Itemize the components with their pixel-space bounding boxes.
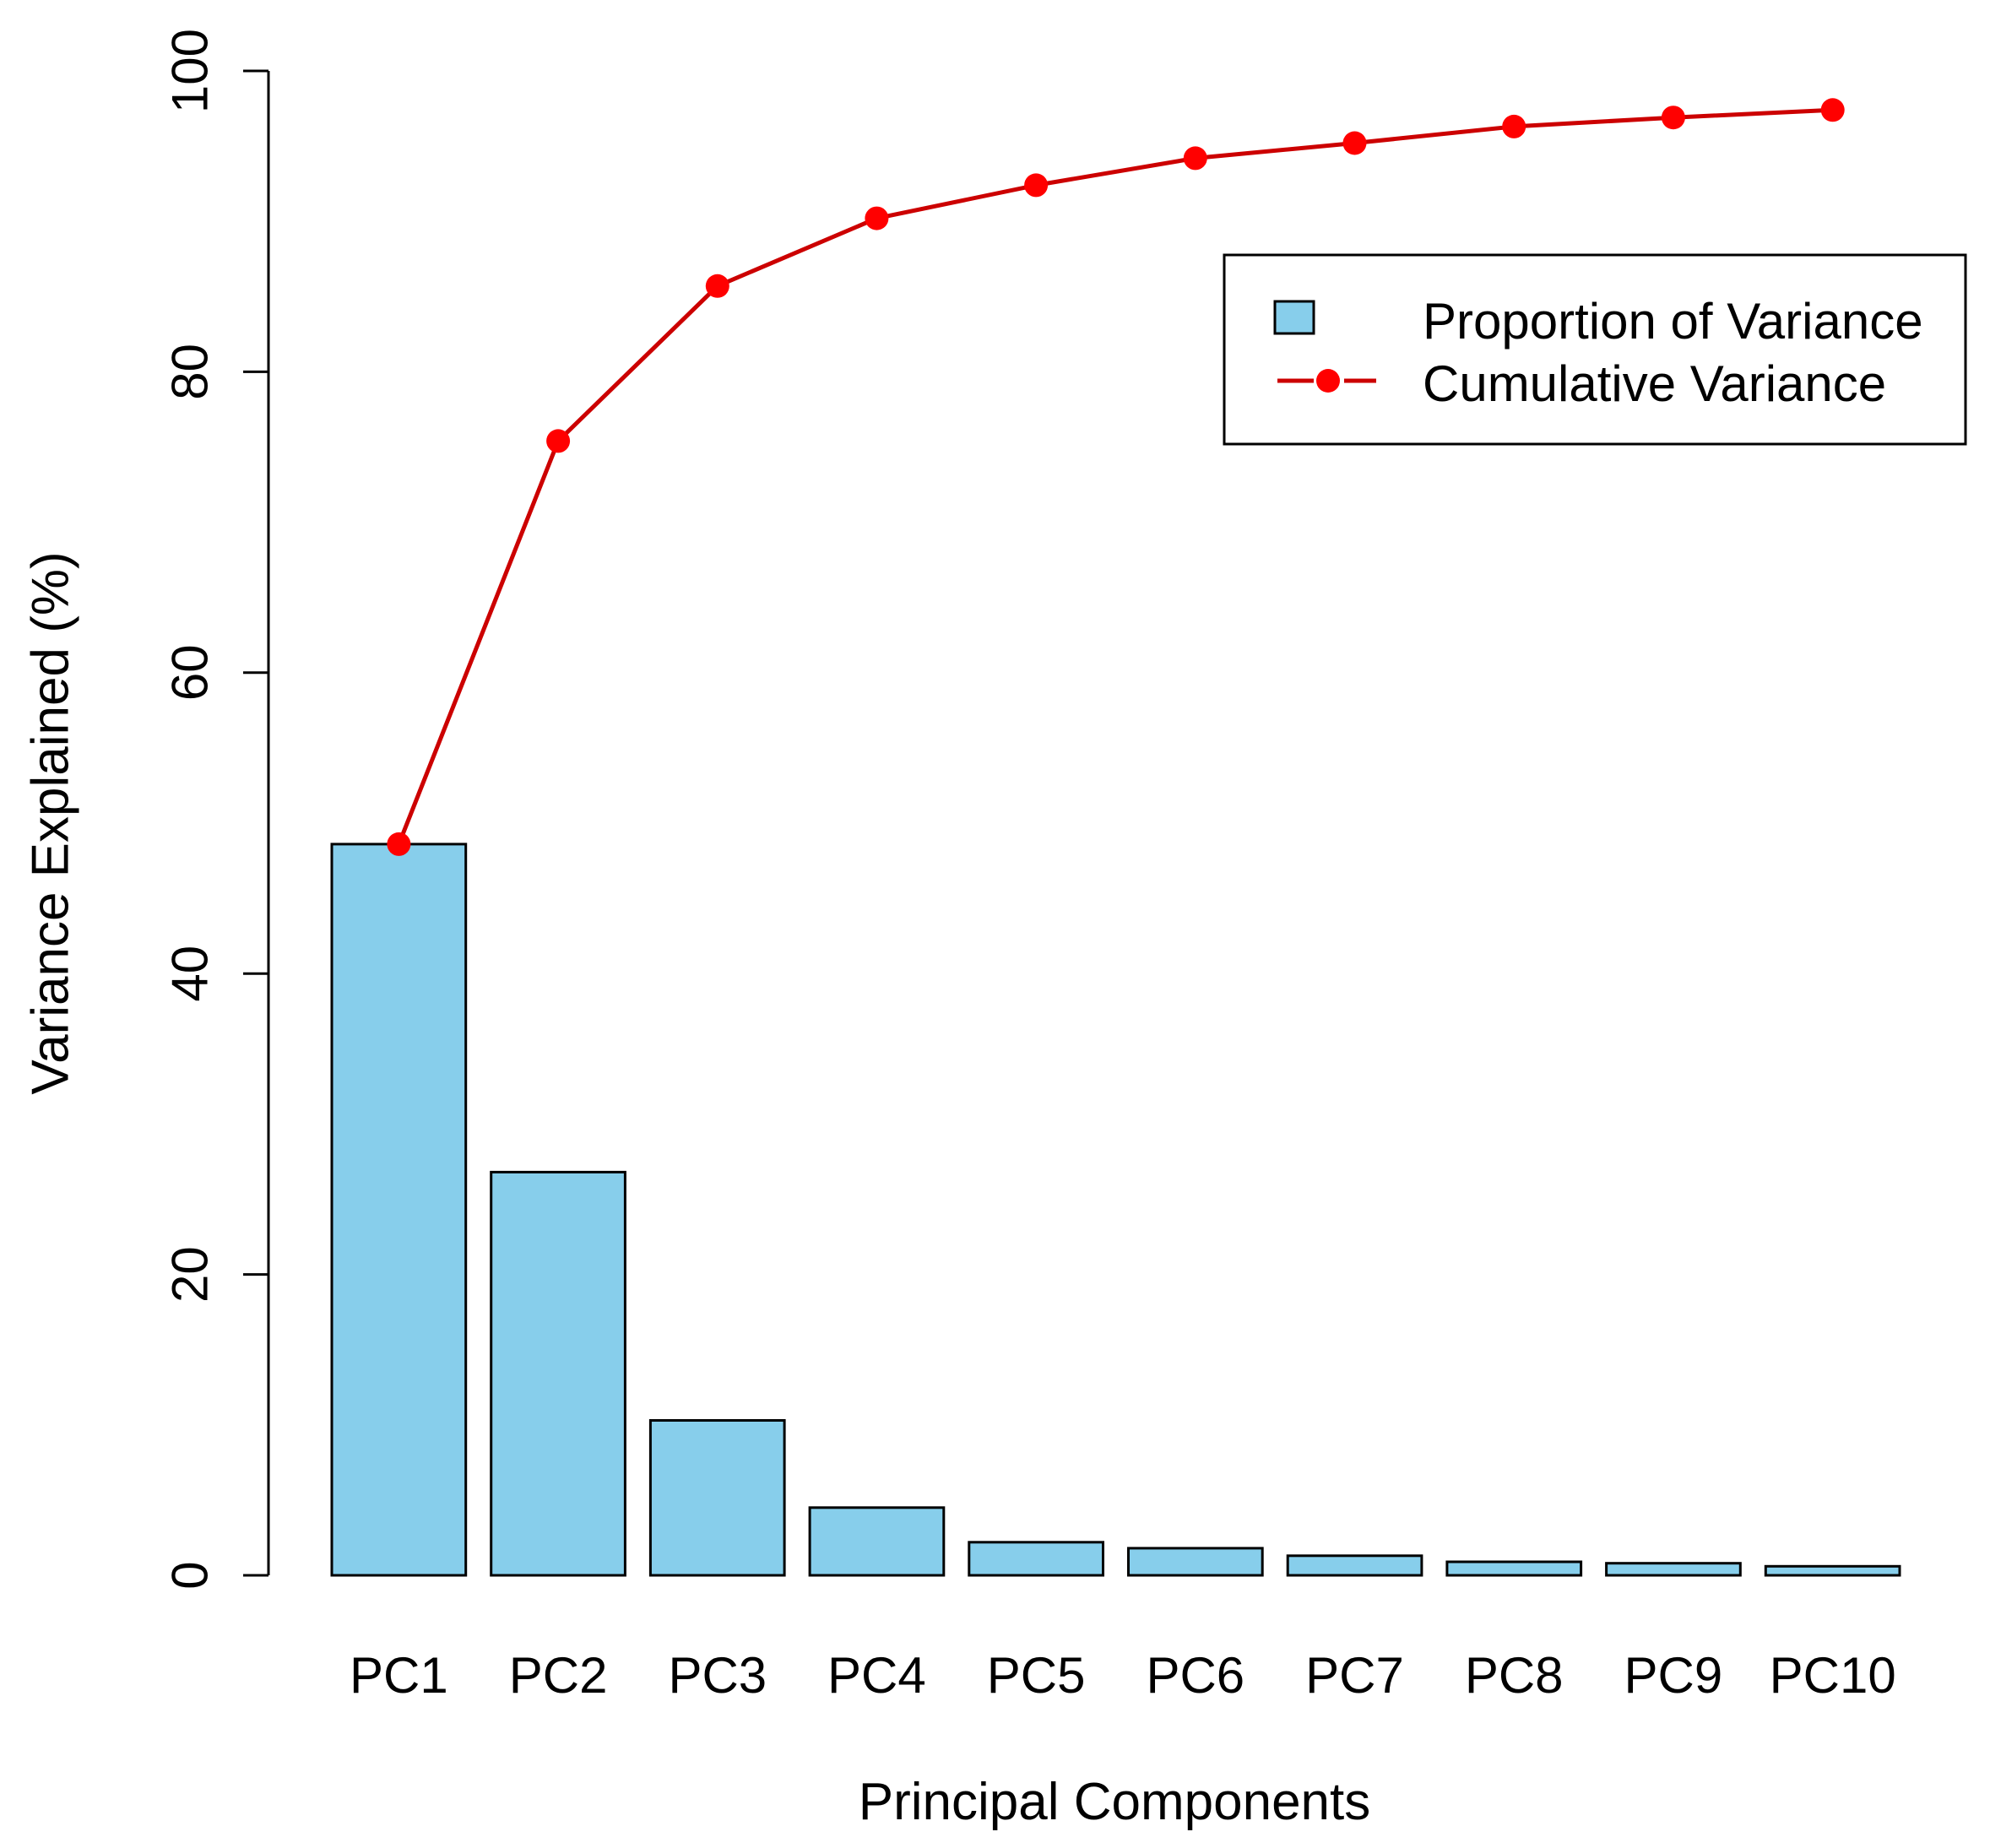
bar-pc6 <box>1127 1547 1264 1577</box>
bar-pc8 <box>1445 1560 1583 1577</box>
legend-bar-swatch <box>1273 300 1315 335</box>
y-tick-label-100: 100 <box>162 29 219 113</box>
bar-pc4 <box>808 1506 946 1577</box>
y-axis: 0 20 40 60 80 100 <box>162 29 270 1590</box>
x-tick-label-pc4: PC4 <box>827 1647 926 1704</box>
y-tick-label-40: 40 <box>162 946 219 1002</box>
x-tick-label-pc9: PC9 <box>1624 1647 1723 1704</box>
cumulative-point-pc2 <box>546 429 571 453</box>
y-tick-label-60: 60 <box>162 644 219 701</box>
y-tick-label-80: 80 <box>162 344 219 400</box>
cumulative-point-pc10 <box>1820 98 1845 122</box>
x-tick-label-pc7: PC7 <box>1305 1647 1404 1704</box>
bar-pc7 <box>1286 1554 1423 1577</box>
bars-layer <box>330 843 1901 1577</box>
bar-pc1 <box>330 843 468 1577</box>
cumulative-point-pc8 <box>1502 114 1526 138</box>
cumulative-point-pc5 <box>1024 173 1049 198</box>
x-tick-label-pc10: PC10 <box>1770 1647 1896 1704</box>
legend-point-swatch <box>1316 369 1340 393</box>
x-tick-label-pc1: PC1 <box>350 1647 448 1704</box>
bar-pc10 <box>1764 1564 1901 1577</box>
legend-label-cumulative: Cumulative Variance <box>1423 355 1886 412</box>
legend-box <box>1223 253 1967 446</box>
x-tick-label-pc5: PC5 <box>987 1647 1086 1704</box>
x-axis-title: Principal Components <box>859 1773 1371 1831</box>
y-tick-label-0: 0 <box>162 1561 219 1589</box>
x-tick-label-pc6: PC6 <box>1146 1647 1244 1704</box>
bar-pc2 <box>490 1170 626 1577</box>
bar-pc5 <box>968 1541 1105 1577</box>
x-tick-label-pc2: PC2 <box>509 1647 608 1704</box>
legend: Proportion of Variance Cumulative Varian… <box>1223 253 1967 446</box>
y-axis-title: Variance Explained (%) <box>22 551 80 1094</box>
cumulative-point-pc7 <box>1342 131 1367 155</box>
cumulative-line-layer <box>387 98 1845 856</box>
cumulative-point-pc1 <box>387 832 411 856</box>
cumulative-point-pc6 <box>1183 146 1207 171</box>
bar-pc3 <box>648 1419 786 1577</box>
cumulative-point-pc9 <box>1661 106 1685 130</box>
y-tick-label-20: 20 <box>162 1246 219 1303</box>
bar-pc9 <box>1605 1562 1742 1577</box>
cumulative-line <box>397 107 1833 845</box>
cumulative-point-pc3 <box>705 274 729 298</box>
cumulative-point-pc4 <box>865 206 889 230</box>
x-axis-labels: PC1 PC2 PC3 PC4 PC5 PC6 PC7 PC8 PC9 PC10 <box>350 1647 1896 1704</box>
x-tick-label-pc8: PC8 <box>1465 1647 1564 1704</box>
legend-label-proportion: Proportion of Variance <box>1423 293 1923 350</box>
x-tick-label-pc3: PC3 <box>668 1647 767 1704</box>
